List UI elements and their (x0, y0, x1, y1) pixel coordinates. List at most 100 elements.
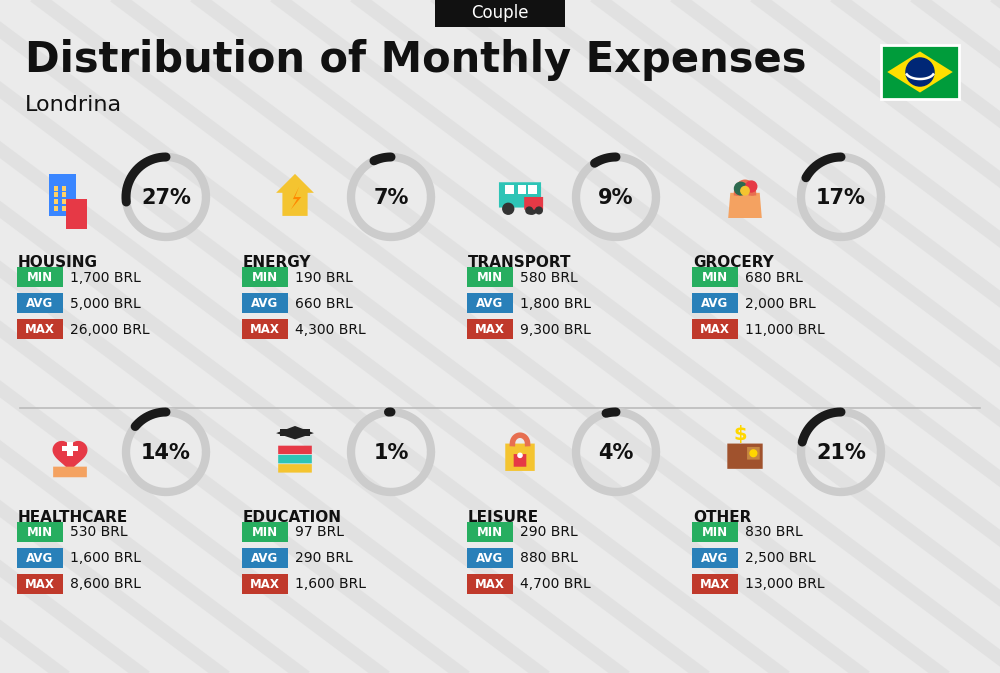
FancyBboxPatch shape (17, 319, 63, 339)
FancyBboxPatch shape (692, 293, 738, 313)
FancyBboxPatch shape (17, 267, 63, 287)
FancyBboxPatch shape (524, 197, 543, 209)
Text: 21%: 21% (816, 443, 866, 463)
FancyBboxPatch shape (242, 293, 288, 313)
FancyBboxPatch shape (467, 267, 513, 287)
Text: 660 BRL: 660 BRL (295, 297, 353, 310)
Bar (66, 199, 87, 229)
Text: 7%: 7% (373, 188, 409, 208)
Text: 290 BRL: 290 BRL (520, 526, 578, 540)
Bar (62, 446, 78, 451)
Text: AVG: AVG (251, 297, 279, 310)
Text: MIN: MIN (252, 271, 278, 284)
Text: AVG: AVG (476, 552, 504, 565)
Text: Couple: Couple (471, 4, 529, 22)
Text: MIN: MIN (252, 526, 278, 539)
Text: 13,000 BRL: 13,000 BRL (745, 577, 825, 592)
Text: EDUCATION: EDUCATION (243, 510, 342, 525)
Text: HOUSING: HOUSING (18, 255, 98, 270)
Bar (62, 186, 66, 190)
Text: AVG: AVG (476, 297, 504, 310)
Text: 8,600 BRL: 8,600 BRL (70, 577, 141, 592)
Text: MIN: MIN (702, 271, 728, 284)
Text: MIN: MIN (27, 526, 53, 539)
Circle shape (906, 58, 934, 86)
Bar (54, 199, 58, 204)
FancyBboxPatch shape (278, 464, 312, 472)
Text: MAX: MAX (25, 578, 55, 591)
FancyBboxPatch shape (692, 267, 738, 287)
FancyBboxPatch shape (467, 574, 513, 594)
Text: $: $ (734, 425, 748, 444)
Text: AVG: AVG (701, 297, 729, 310)
FancyBboxPatch shape (53, 466, 87, 477)
Text: MIN: MIN (477, 271, 503, 284)
Text: 1,800 BRL: 1,800 BRL (520, 297, 591, 310)
Text: OTHER: OTHER (693, 510, 751, 525)
Text: AVG: AVG (26, 297, 54, 310)
Text: 190 BRL: 190 BRL (295, 271, 353, 285)
FancyBboxPatch shape (881, 45, 959, 99)
Text: 830 BRL: 830 BRL (745, 526, 803, 540)
Bar (528, 185, 537, 194)
FancyBboxPatch shape (17, 548, 63, 568)
Text: 14%: 14% (141, 443, 191, 463)
FancyBboxPatch shape (499, 182, 541, 207)
Text: MAX: MAX (475, 323, 505, 336)
Text: 1,700 BRL: 1,700 BRL (70, 271, 141, 285)
Text: 4,700 BRL: 4,700 BRL (520, 577, 591, 592)
Text: MAX: MAX (25, 323, 55, 336)
Text: ENERGY: ENERGY (243, 255, 312, 270)
Text: MAX: MAX (250, 578, 280, 591)
FancyBboxPatch shape (278, 446, 312, 454)
Text: 27%: 27% (141, 188, 191, 208)
FancyBboxPatch shape (17, 293, 63, 313)
Text: AVG: AVG (26, 552, 54, 565)
Polygon shape (276, 174, 314, 216)
Circle shape (503, 203, 514, 214)
Circle shape (518, 453, 522, 458)
Text: MIN: MIN (27, 271, 53, 284)
Text: TRANSPORT: TRANSPORT (468, 255, 572, 270)
Text: 1,600 BRL: 1,600 BRL (70, 551, 141, 565)
Circle shape (526, 207, 533, 214)
Bar (54, 206, 58, 211)
Text: AVG: AVG (251, 552, 279, 565)
Text: 1,600 BRL: 1,600 BRL (295, 577, 366, 592)
Text: Londrina: Londrina (25, 95, 122, 115)
Text: 1%: 1% (373, 443, 409, 463)
Text: MAX: MAX (475, 578, 505, 591)
Polygon shape (887, 51, 953, 92)
Text: 580 BRL: 580 BRL (520, 271, 578, 285)
FancyBboxPatch shape (17, 574, 63, 594)
FancyBboxPatch shape (278, 455, 312, 463)
Circle shape (741, 186, 749, 195)
FancyBboxPatch shape (692, 574, 738, 594)
Text: 17%: 17% (816, 188, 866, 208)
Text: 4,300 BRL: 4,300 BRL (295, 322, 366, 336)
Bar (49, 174, 76, 216)
Text: 97 BRL: 97 BRL (295, 526, 344, 540)
Circle shape (750, 450, 757, 456)
Text: Distribution of Monthly Expenses: Distribution of Monthly Expenses (25, 39, 806, 81)
Text: 880 BRL: 880 BRL (520, 551, 578, 565)
Bar (505, 185, 514, 194)
FancyBboxPatch shape (692, 548, 738, 568)
Bar (54, 186, 58, 190)
FancyBboxPatch shape (467, 548, 513, 568)
Text: MIN: MIN (477, 526, 503, 539)
Text: 2,500 BRL: 2,500 BRL (745, 551, 816, 565)
Text: 9,300 BRL: 9,300 BRL (520, 322, 591, 336)
FancyBboxPatch shape (505, 444, 535, 471)
Bar (62, 192, 66, 197)
FancyBboxPatch shape (467, 319, 513, 339)
Polygon shape (728, 192, 762, 218)
FancyBboxPatch shape (692, 522, 738, 542)
Text: 5,000 BRL: 5,000 BRL (70, 297, 141, 310)
Circle shape (746, 181, 757, 192)
Bar (62, 206, 66, 211)
Circle shape (536, 207, 542, 214)
Text: GROCERY: GROCERY (693, 255, 774, 270)
Text: 2,000 BRL: 2,000 BRL (745, 297, 816, 310)
FancyBboxPatch shape (242, 548, 288, 568)
